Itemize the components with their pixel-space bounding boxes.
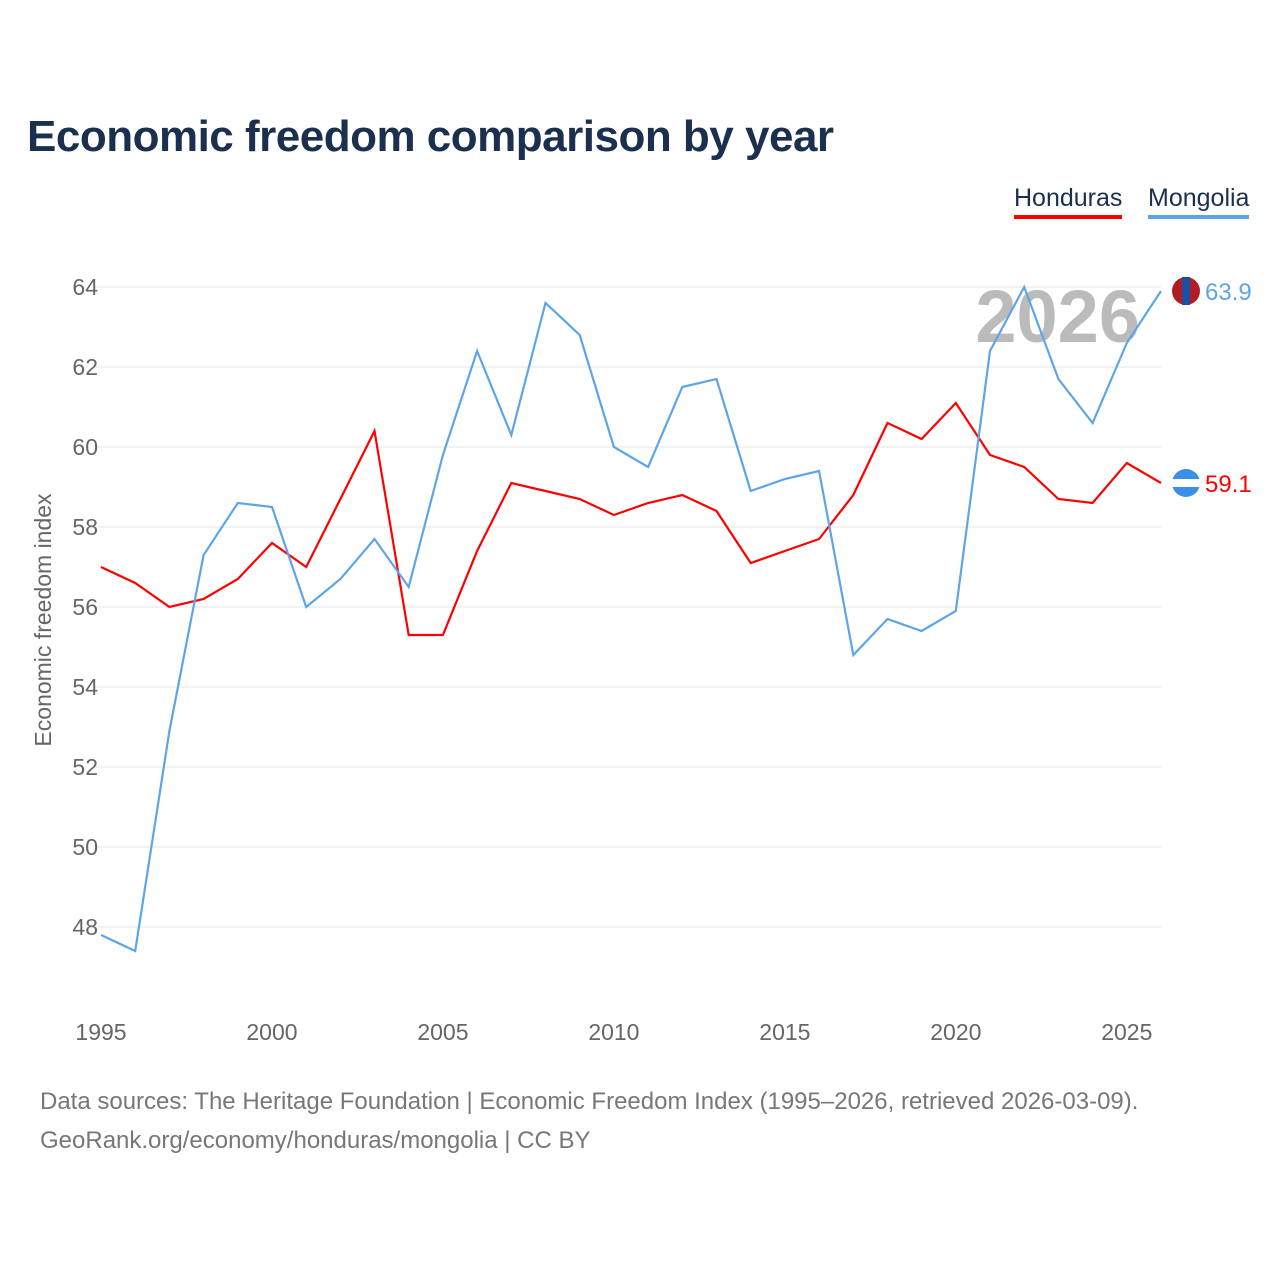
footer-sources: Data sources: The Heritage Foundation | … — [40, 1088, 1139, 1115]
y-tick-label: 56 — [72, 594, 98, 620]
footer-credit: GeoRank.org/economy/honduras/mongolia | … — [40, 1127, 591, 1154]
chart-title: Economic freedom comparison by year — [27, 112, 834, 161]
series-line-mongolia — [100, 284, 1162, 953]
flag-stripe — [1172, 479, 1200, 487]
y-tick-label: 48 — [72, 914, 98, 940]
y-tick-label: 54 — [72, 674, 98, 700]
end-value-label: 63.9 — [1205, 279, 1252, 306]
y-tick-label: 50 — [72, 834, 98, 860]
y-tick-label: 52 — [72, 754, 98, 780]
y-tick-label: 58 — [72, 514, 98, 540]
x-tick-label: 2015 — [759, 1019, 810, 1045]
y-tick-label: 64 — [72, 274, 98, 300]
series-line-honduras — [100, 401, 1162, 637]
x-tick-label: 2020 — [930, 1019, 981, 1045]
x-tick-label: 2000 — [246, 1019, 297, 1045]
year-watermark: 2026 — [975, 275, 1140, 358]
x-tick-label: 2025 — [1101, 1019, 1152, 1045]
end-value-label: 59.1 — [1205, 471, 1252, 498]
y-axis-label: Economic freedom index — [30, 493, 56, 747]
y-tick-label: 62 — [72, 354, 98, 380]
x-tick-label: 1995 — [75, 1019, 126, 1045]
x-tick-label: 2005 — [417, 1019, 468, 1045]
legend-mongolia[interactable]: Mongolia — [1148, 184, 1250, 219]
x-tick-label: 2010 — [588, 1019, 639, 1045]
y-tick-label: 60 — [72, 434, 98, 460]
legend-honduras[interactable]: Honduras — [1014, 184, 1123, 219]
flag-stripe — [1182, 277, 1190, 305]
